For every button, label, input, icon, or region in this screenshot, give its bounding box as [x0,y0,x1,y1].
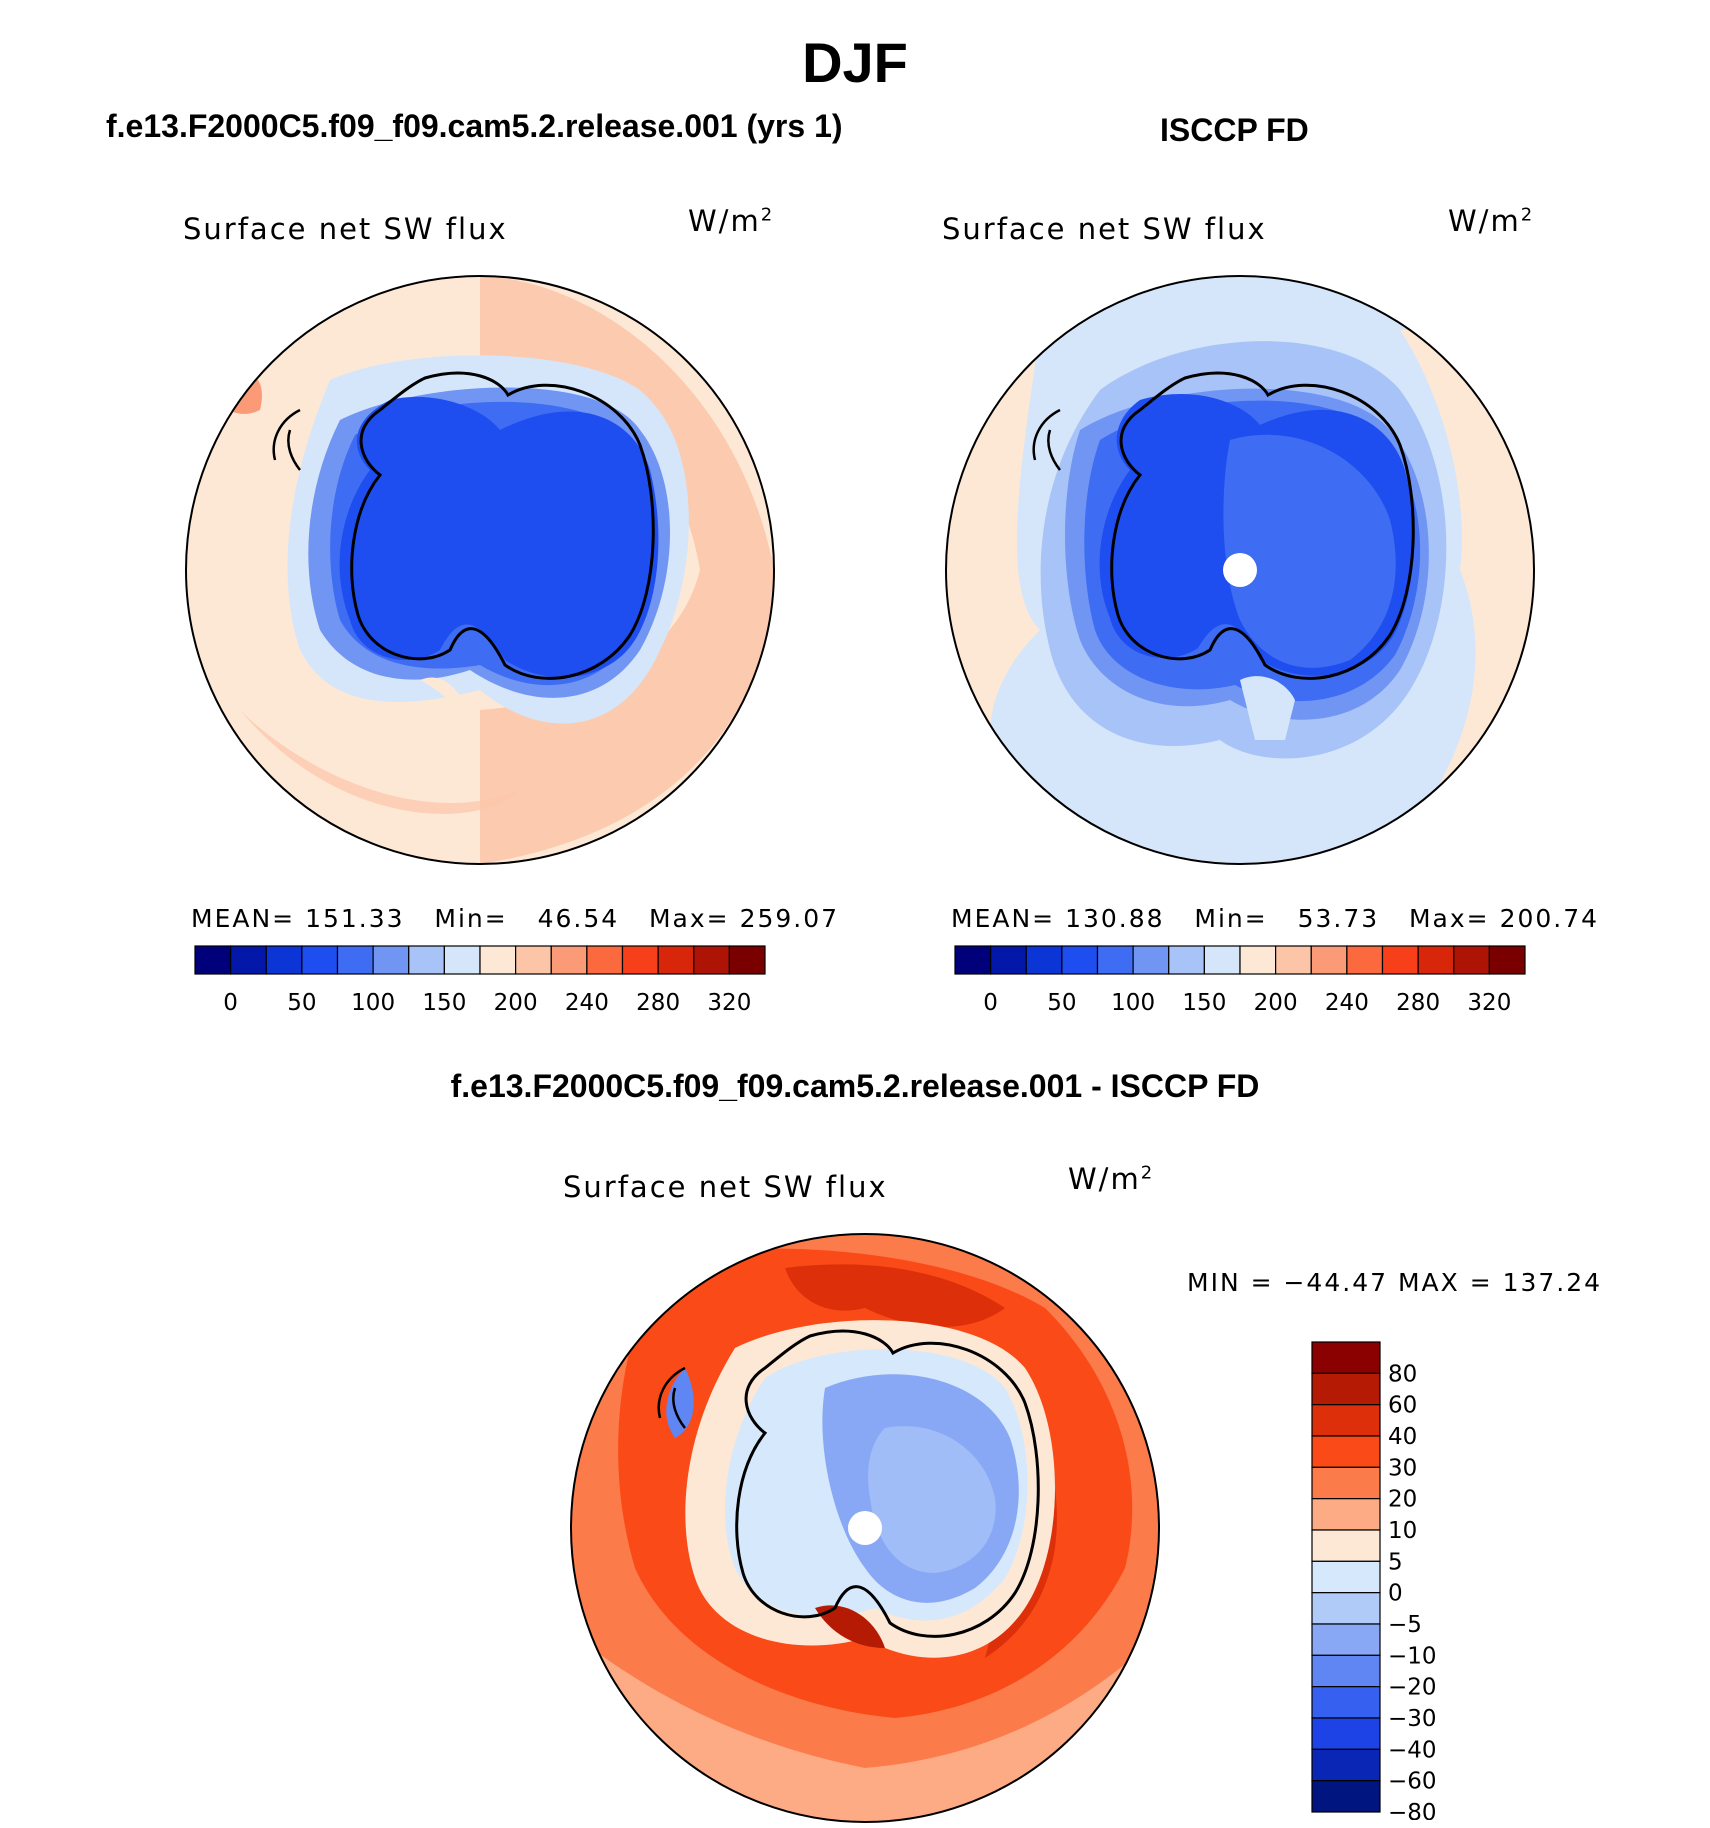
colorbar-swatch [1488,945,1526,975]
colorbar-tick-label: 200 [1254,990,1298,1016]
colorbar-tick-label: 50 [287,990,316,1016]
colorbar-swatch [621,945,659,975]
diff-units: W/m2 [1068,1162,1155,1196]
colorbar-swatch [1096,945,1134,975]
colorbar-tick-label: 0 [1388,1581,1403,1607]
main-title: DJF [802,31,908,94]
colorbar-swatch [1239,945,1277,975]
colorbar-swatch [301,945,339,975]
panel-1-variable: Surface net SW flux [183,212,508,246]
colorbar-swatch [657,945,695,975]
colorbar-tick-label: 20 [1388,1487,1417,1513]
colorbar-swatch [194,945,232,975]
colorbar-swatch [336,945,374,975]
colorbar-swatch [954,945,992,975]
colorbar-tick-label: 150 [422,990,466,1016]
colorbar-swatch [1311,1372,1381,1406]
colorbar-swatch [515,945,552,975]
panel-2-variable: Surface net SW flux [942,212,1267,246]
colorbar-swatch [408,945,445,975]
colorbar-swatch [1453,945,1490,975]
colorbar-swatch [1381,945,1419,975]
colorbar-swatch [693,945,730,975]
colorbar-tick-label: 280 [636,990,680,1016]
colorbar-tick-label: 280 [1396,990,1440,1016]
colorbar-swatch [1061,945,1099,975]
colorbar-swatch [1203,945,1241,975]
colorbar-swatch [990,945,1027,975]
panel-1-units: W/m2 [688,204,775,238]
colorbar-tick-label: −10 [1388,1643,1437,1669]
panel-2-title: ISCCP FD [1160,112,1309,148]
colorbar-tick-label: 5 [1388,1549,1403,1575]
diff-variable: Surface net SW flux [563,1170,888,1204]
colorbar-tick-label: −30 [1388,1706,1437,1732]
colorbar-tick-label: 200 [494,990,538,1016]
colorbar-swatch [550,945,588,975]
colorbar-panel-1: 0 50 100 150 200 240 280 320 [194,945,766,1016]
colorbar-swatch [1311,1686,1381,1719]
panel-1-stats: MEAN= 151.33 Min= 46.54 Max= 259.07 [191,904,840,933]
panel-1-title: f.e13.F2000C5.f09_f09.cam5.2.release.001… [106,108,843,144]
colorbar-swatch [1311,1466,1381,1500]
colorbar-swatch [479,945,517,975]
colorbar-swatch [728,945,766,975]
colorbar-swatch [443,945,481,975]
colorbar-swatch [1311,1717,1381,1750]
colorbar-swatch [372,945,410,975]
colorbar-swatch [1311,1404,1381,1437]
colorbar-tick-label: −5 [1388,1612,1422,1638]
colorbar-swatch [1311,1341,1381,1374]
colorbar-swatch [1310,945,1348,975]
colorbar-swatch [1311,1623,1381,1656]
colorbar-tick-label: 80 [1388,1361,1417,1387]
colorbar-tick-label: 50 [1047,990,1076,1016]
colorbar-tick-label: 10 [1388,1518,1417,1544]
colorbar-swatch [1311,1498,1381,1531]
colorbar-tick-label: 320 [707,990,751,1016]
colorbar-tick-label: 240 [1325,990,1369,1016]
colorbar-diff: 80 60 40 30 20 10 5 0 −5 −10 −20 −30 −40 −60 −80 [1311,1341,1437,1820]
colorbar-tick-label: 150 [1182,990,1226,1016]
colorbar-tick-label: 240 [565,990,609,1016]
panel-2-stats: MEAN= 130.88 Min= 53.73 Max= 200.74 [951,904,1600,933]
colorbar-swatch [1132,945,1170,975]
colorbar-swatch [586,945,624,975]
colorbar-tick-label: 320 [1467,990,1511,1016]
colorbar-swatch [1311,1654,1381,1688]
map-panel-2 [945,275,1535,865]
map-panel-1 [185,275,775,865]
colorbar-tick-label: 60 [1388,1393,1417,1419]
colorbar-tick-label: 0 [983,990,998,1016]
colorbar-swatch [1311,1780,1381,1813]
colorbar-swatch [1275,945,1312,975]
colorbar-tick-label: −60 [1388,1769,1437,1795]
panel-2-units: W/m2 [1448,204,1535,238]
colorbar-panel-2: 0 50 100 150 200 240 280 320 [954,945,1526,1016]
colorbar-swatch [1311,1435,1381,1468]
colorbar-swatch [1311,1529,1381,1562]
colorbar-swatch [1417,945,1455,975]
diff-panel-title: f.e13.F2000C5.f09_f09.cam5.2.release.001… [450,1068,1260,1104]
colorbar-swatch [230,945,267,975]
colorbar-tick-label: −80 [1388,1800,1437,1820]
colorbar-tick-label: −20 [1388,1675,1437,1701]
colorbar-swatch [1346,945,1384,975]
colorbar-tick-label: 40 [1388,1424,1417,1450]
colorbar-swatch [1311,1748,1381,1782]
colorbar-swatch [1168,945,1205,975]
colorbar-tick-label: 30 [1388,1455,1417,1481]
colorbar-tick-label: 100 [351,990,395,1016]
colorbar-swatch [1311,1592,1381,1625]
colorbar-tick-label: −40 [1388,1737,1437,1763]
map-diff [570,1233,1160,1823]
colorbar-swatch [1025,945,1063,975]
colorbar-tick-label: 0 [223,990,238,1016]
colorbar-swatch [1311,1560,1381,1594]
colorbar-swatch [265,945,303,975]
colorbar-tick-label: 100 [1111,990,1155,1016]
diff-minmax: MIN = −44.47 MAX = 137.24 [1187,1268,1603,1297]
